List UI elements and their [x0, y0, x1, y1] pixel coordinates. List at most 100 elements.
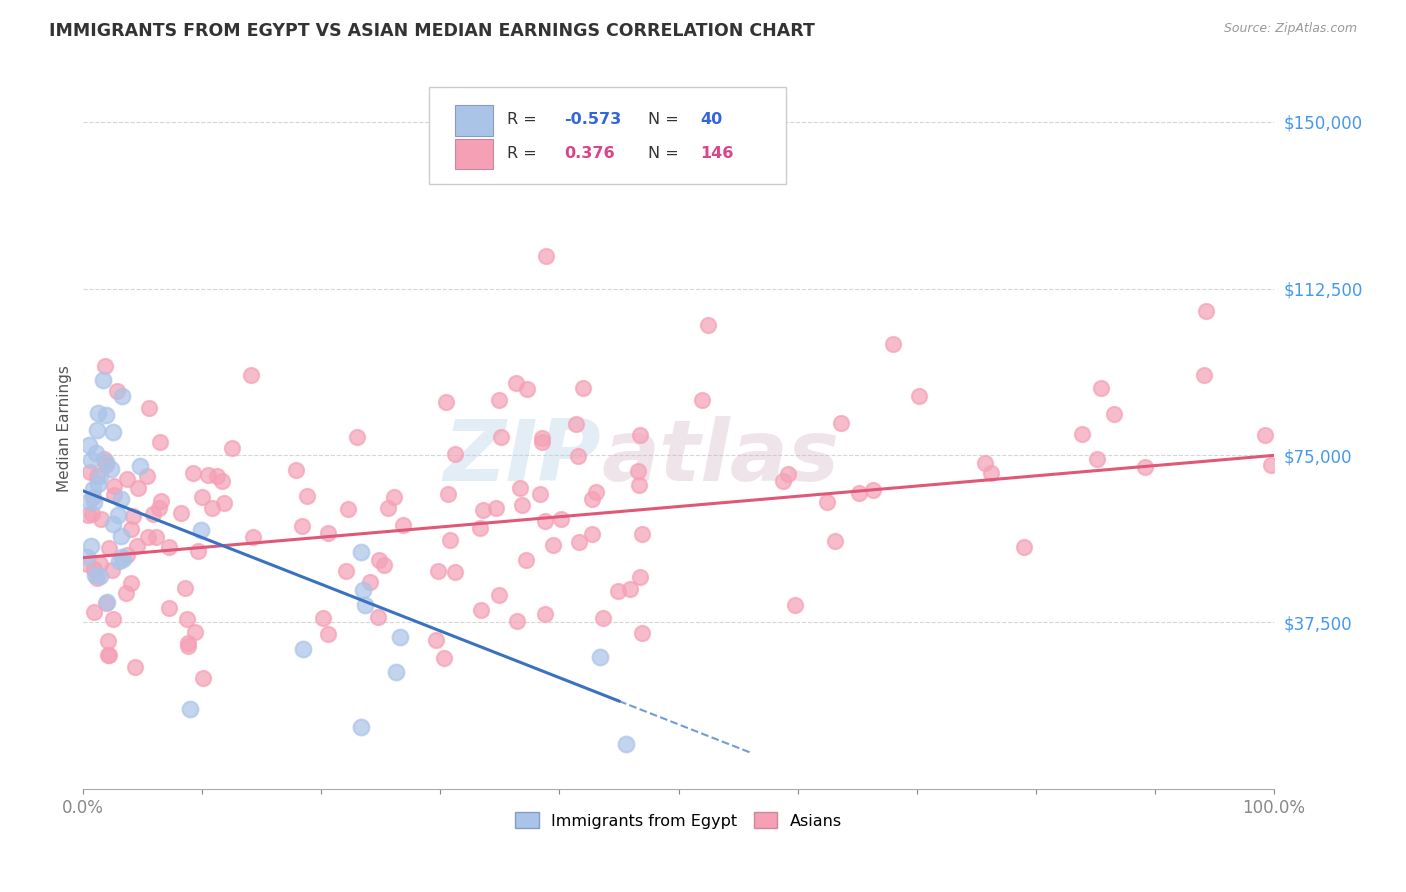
Point: [974, 456, 997, 470]
Point: [242, 530, 264, 544]
Point: [427, 564, 450, 578]
Point: [212, 496, 235, 510]
Point: [89, 569, 111, 583]
Point: [534, 607, 557, 621]
Point: [174, 581, 197, 595]
Point: [96, 596, 118, 610]
Point: [285, 462, 308, 476]
Point: [359, 575, 381, 590]
Point: [101, 612, 124, 626]
Point: [103, 487, 125, 501]
Text: 146: 146: [700, 146, 734, 161]
Point: [1133, 459, 1156, 474]
Point: [534, 514, 557, 528]
Text: IMMIGRANTS FROM EGYPT VS ASIAN MEDIAN EARNINGS CORRELATION CHART: IMMIGRANTS FROM EGYPT VS ASIAN MEDIAN EA…: [49, 22, 815, 40]
Point: [91, 373, 114, 387]
Point: [862, 483, 884, 497]
Point: [882, 336, 904, 351]
Point: [145, 530, 167, 544]
Point: [697, 318, 720, 332]
Bar: [454, 139, 494, 169]
Point: [125, 539, 148, 553]
Point: [128, 458, 150, 473]
Point: [980, 466, 1002, 480]
Point: [83, 568, 105, 582]
Point: [76, 557, 98, 571]
Point: [316, 525, 339, 540]
Point: [568, 535, 591, 549]
Point: [112, 551, 135, 566]
Point: [121, 509, 143, 524]
Point: [1253, 427, 1275, 442]
Point: [830, 417, 852, 431]
Point: [150, 493, 173, 508]
Point: [589, 649, 612, 664]
Point: [211, 475, 233, 489]
Point: [94, 409, 117, 423]
Point: [83, 494, 105, 508]
Point: [124, 659, 146, 673]
Point: [529, 486, 551, 500]
Point: [157, 601, 180, 615]
Point: [115, 472, 138, 486]
Point: [350, 545, 373, 559]
Point: [98, 648, 121, 662]
Point: [627, 477, 650, 491]
Point: [353, 598, 375, 612]
Point: [86, 570, 108, 584]
Point: [127, 481, 149, 495]
Point: [488, 393, 510, 408]
Point: [89, 469, 111, 483]
Point: [337, 502, 360, 516]
FancyBboxPatch shape: [429, 87, 786, 184]
Point: [352, 582, 374, 597]
Point: [83, 562, 105, 576]
Point: [76, 549, 98, 564]
Point: [101, 517, 124, 532]
Point: [120, 576, 142, 591]
Point: [631, 527, 654, 541]
Point: [86, 469, 108, 483]
Point: [392, 518, 415, 533]
Point: [350, 720, 373, 734]
Point: [488, 588, 510, 602]
Point: [100, 462, 122, 476]
Point: [101, 563, 124, 577]
Point: [110, 529, 132, 543]
Point: [291, 641, 314, 656]
Legend: Immigrants from Egypt, Asians: Immigrants from Egypt, Asians: [509, 805, 849, 835]
Point: [97, 648, 120, 662]
Point: [94, 458, 117, 473]
Point: [433, 651, 456, 665]
Point: [1085, 451, 1108, 466]
Point: [373, 558, 395, 573]
Point: [190, 523, 212, 537]
Text: 0.376: 0.376: [564, 146, 614, 161]
Point: [96, 595, 118, 609]
Point: [772, 475, 794, 489]
Point: [79, 465, 101, 479]
Point: [89, 558, 111, 572]
Point: [177, 635, 200, 649]
Point: [176, 612, 198, 626]
Point: [592, 611, 614, 625]
Point: [434, 395, 457, 409]
Point: [631, 626, 654, 640]
Point: [111, 549, 134, 564]
Point: [77, 508, 100, 522]
Point: [1090, 381, 1112, 395]
Point: [443, 447, 465, 461]
Point: [115, 586, 138, 600]
Point: [86, 423, 108, 437]
Point: [436, 487, 458, 501]
Point: [205, 468, 228, 483]
Point: [84, 446, 107, 460]
Point: [148, 501, 170, 516]
Point: [82, 490, 104, 504]
Point: [157, 541, 180, 555]
Point: [77, 438, 100, 452]
Point: [425, 633, 447, 648]
Point: [82, 482, 104, 496]
Point: [1102, 408, 1125, 422]
Point: [626, 464, 648, 478]
